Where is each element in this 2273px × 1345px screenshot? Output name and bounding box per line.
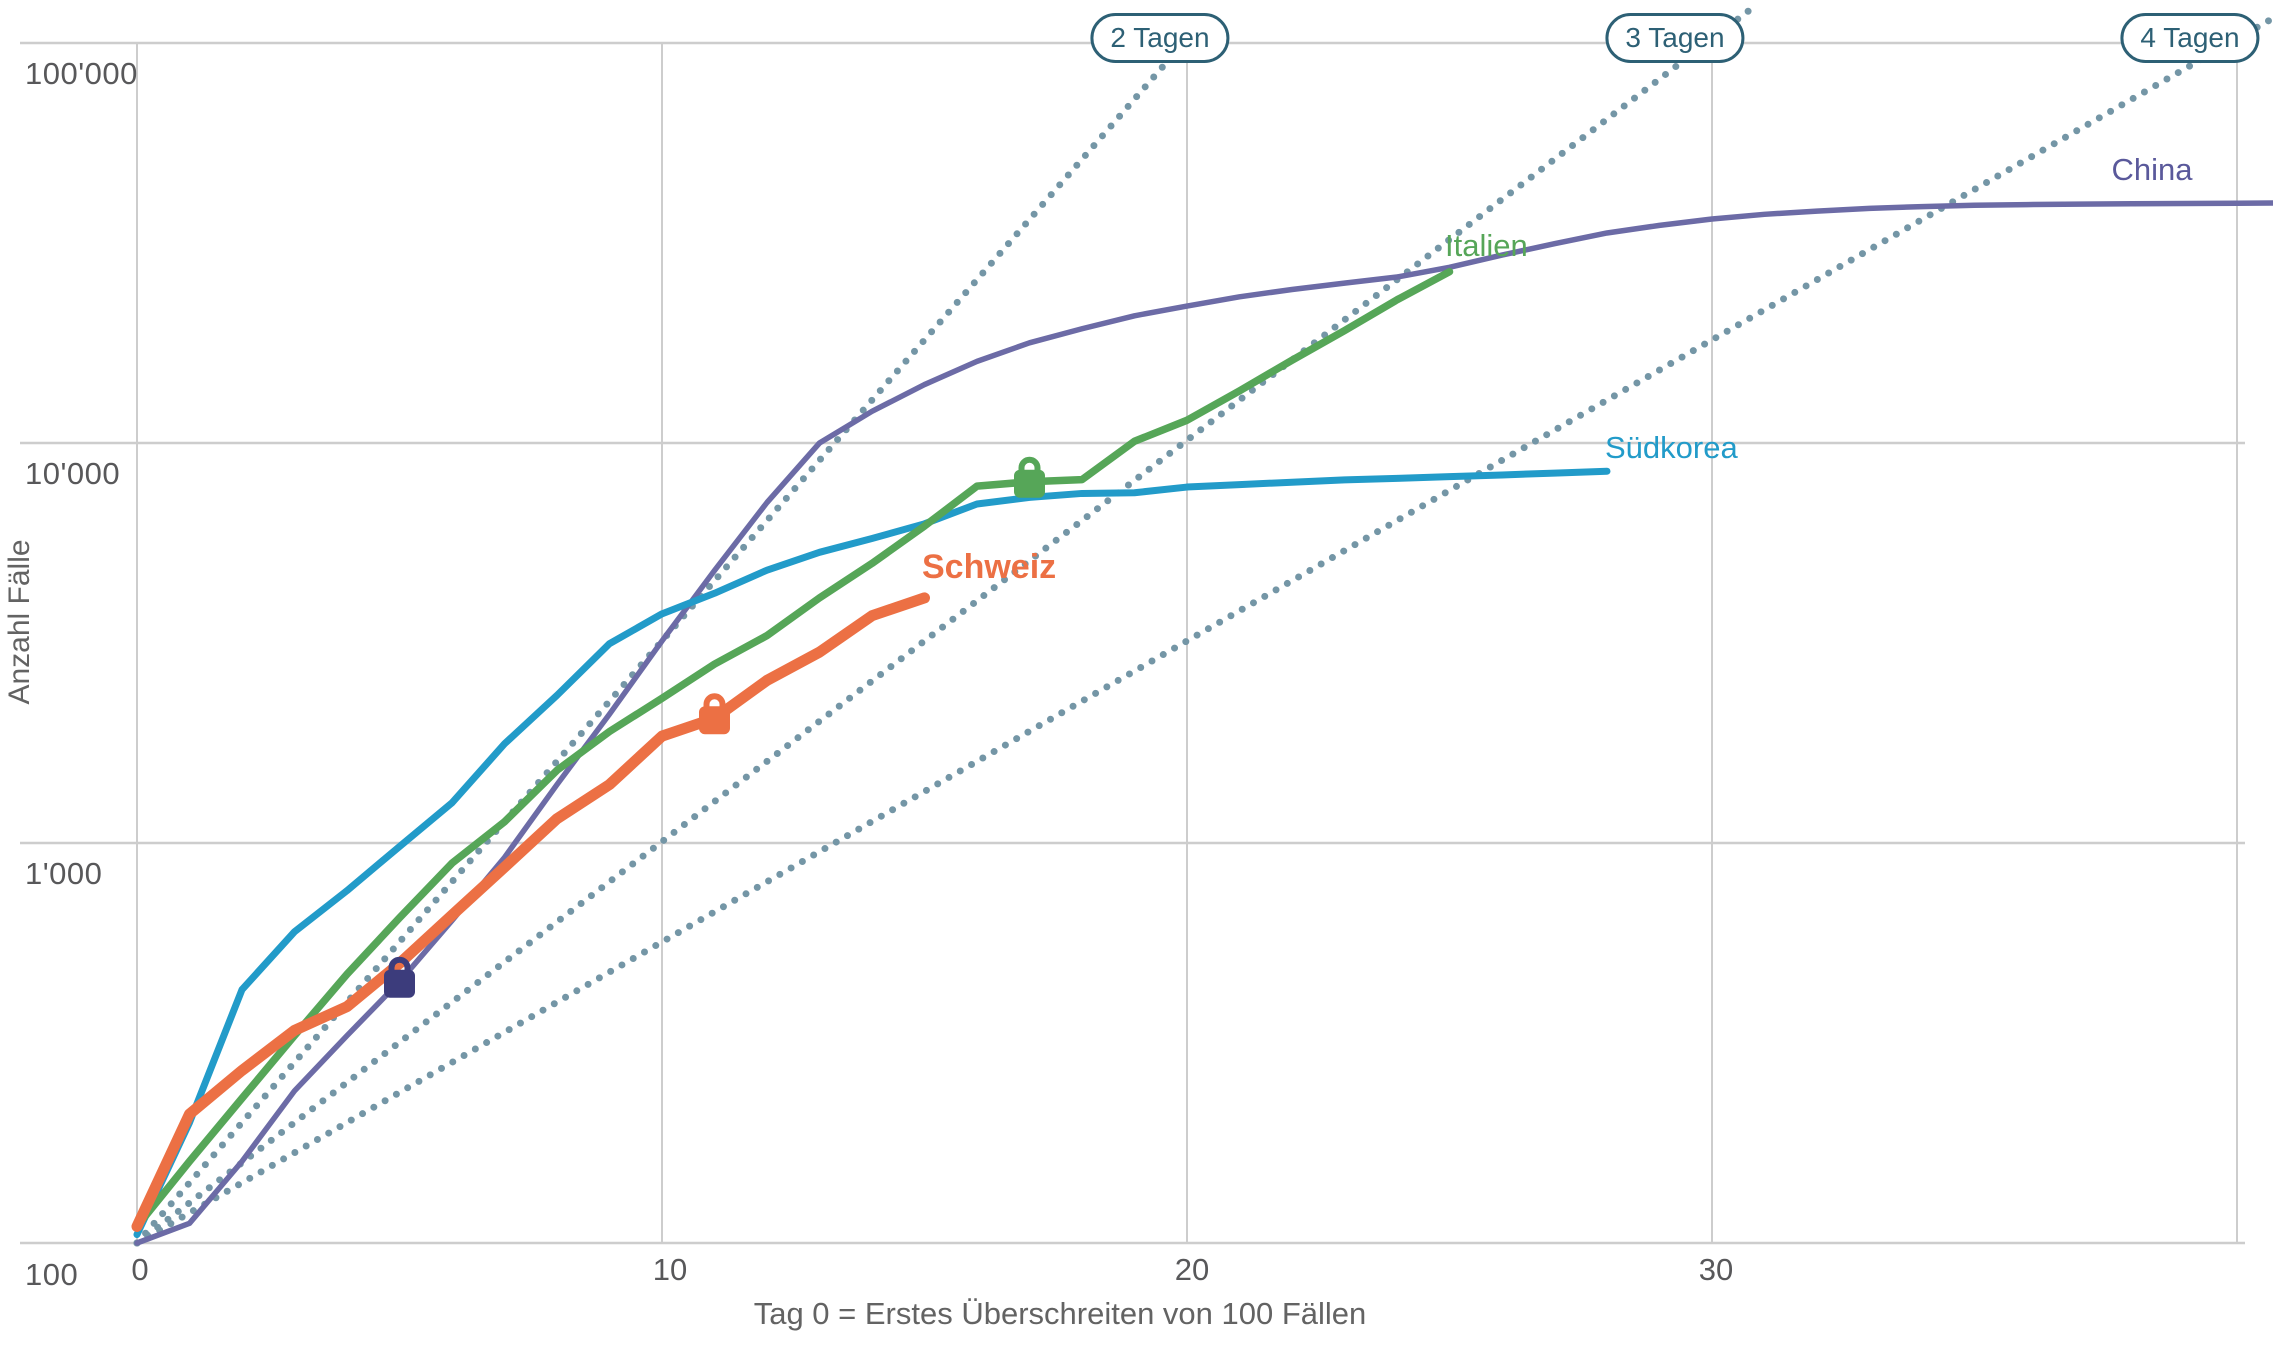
y-tick-100: 100 xyxy=(25,1257,79,1292)
series-label-china: China xyxy=(2111,152,2193,187)
y-tick-1000: 1'000 xyxy=(25,856,103,891)
series-label-schweiz: Schweiz xyxy=(922,548,1057,586)
doubling-badge-4-days: 4 Tagen xyxy=(2120,13,2260,63)
x-tick-20: 20 xyxy=(1174,1252,1210,1287)
x-tick-0: 0 xyxy=(131,1252,149,1287)
y-tick-10000: 10'000 xyxy=(25,456,121,491)
x-tick-30: 30 xyxy=(1698,1252,1734,1287)
x-axis-title: Tag 0 = Erstes Überschreiten von 100 Fäl… xyxy=(753,1296,1367,1331)
series-label-italien: Italien xyxy=(1445,228,1528,263)
y-tick-100000: 100'000 xyxy=(25,56,138,91)
y-axis-title: Anzahl Fälle xyxy=(3,539,36,705)
doubling-badge-2-days: 2 Tagen xyxy=(1090,13,1230,63)
doubling-badge-3-days: 3 Tagen xyxy=(1605,13,1745,63)
x-tick-10: 10 xyxy=(652,1252,688,1287)
series-label-suedkorea: Südkorea xyxy=(1605,430,1738,465)
